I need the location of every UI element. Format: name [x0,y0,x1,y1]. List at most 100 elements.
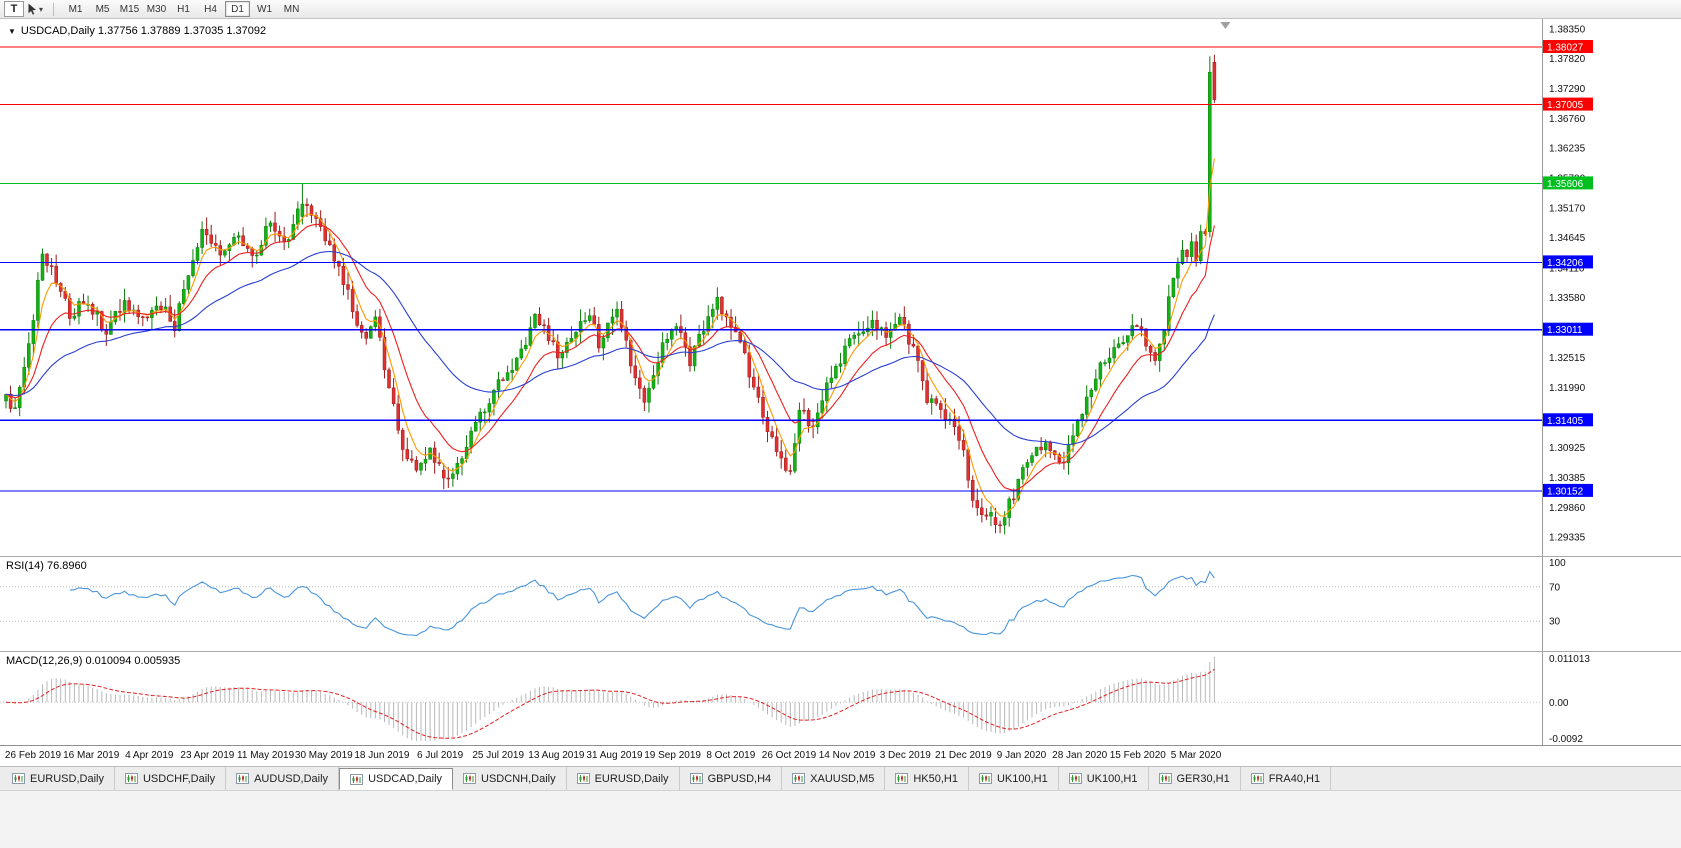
candle-body [122,300,127,313]
candle-body [483,411,487,414]
candle-body [1126,335,1130,343]
candle-body [177,303,182,331]
price-line-label[interactable]: 1.38027 [1543,40,1593,54]
candle-body [40,253,45,281]
candle-body [902,317,907,325]
candle-body [852,334,856,339]
tab-label: USDCNH,Daily [481,772,556,785]
price-line-label[interactable]: 1.30152 [1543,483,1593,498]
candle-body [583,320,587,322]
candle-body [752,376,756,388]
timeframe-button-m5[interactable]: M5 [95,3,110,15]
price-tick-label: 1.33580 [1549,293,1586,304]
chart-tab-icon [1250,773,1264,784]
chart-tab-icon [895,773,909,784]
candle-body [296,208,300,225]
candle-body [989,512,993,517]
candle-body [601,337,606,349]
chart-tab-usdcnh-daily[interactable]: USDCNH,Daily [453,767,567,790]
price-line-label[interactable]: 1.34206 [1543,255,1593,269]
chart-tab-gbpusd-h4[interactable]: GBPUSD,H4 [679,767,783,790]
candle-body [1021,467,1025,480]
collapse-arrow-icon[interactable]: ▼ [8,26,16,36]
rsi-indicator-panel[interactable]: 100 70 30 [0,557,1681,651]
chart-shift-marker[interactable] [1220,22,1231,29]
candle-body [332,244,337,262]
panel-separator[interactable] [0,651,1681,652]
candle-body [355,311,359,326]
main-price-chart[interactable]: 1.383501.378201.372901.367601.362351.357… [0,19,1681,556]
candle-body [369,326,373,339]
chart-tab-ger30-h1[interactable]: GER30,H1 [1148,767,1241,790]
candle-body [578,321,583,333]
cursor-tool-button[interactable]: ▾ [26,1,44,17]
chart-tab-uk100-h1[interactable]: UK100,H1 [968,767,1059,790]
candle-body [1176,263,1180,279]
candle-body [492,389,496,404]
candle-body [1103,362,1107,364]
candle-body [305,203,309,206]
candle-body [1189,241,1194,257]
chart-tab-usdcad-daily[interactable]: USDCAD,Daily [339,768,454,790]
candle-body [350,289,355,312]
chart-tab-eurusd-daily[interactable]: EURUSD,Daily [2,767,115,790]
candle-body [1116,343,1121,348]
candle-body [998,524,1002,527]
candle-body [328,240,332,245]
price-line-label[interactable]: 1.31405 [1543,413,1593,427]
chart-tab-xauusd-m5[interactable]: XAUUSD,M5 [782,767,886,790]
candle-body [957,426,961,441]
candle-body [300,203,305,217]
date-label: 11 May 2019 [237,750,295,761]
chart-tab-audusd-daily[interactable]: AUDUSD,Daily [226,767,340,790]
timeframe-button-h1[interactable]: H1 [177,3,190,15]
chart-toolbar: T ▾ M1 M5 M15 M30 H1 H4 D1 W1 MN [0,0,1681,19]
timeframe-button-d1[interactable]: D1 [225,1,251,17]
candle-body [610,316,615,324]
chart-tab-uk100-h1[interactable]: UK100,H1 [1058,767,1149,790]
macd-indicator-panel[interactable]: 0.011013 0.00 -0.0092 [0,652,1681,745]
candle-body [560,352,565,359]
date-label: 9 Jan 2020 [996,750,1047,761]
timeframe-button-h4[interactable]: H4 [204,3,217,15]
chart-tab-hk50-h1[interactable]: HK50,H1 [885,767,969,790]
candle-body [929,398,934,403]
panel-separator[interactable] [0,556,1681,557]
candle-body [346,284,350,290]
tab-label: UK100,H1 [996,772,1048,785]
time-axis[interactable]: 26 Feb 2019 16 Mar 2019 4 Apr 2019 23 Apr 2… [0,745,1681,766]
timeframe-button-mn[interactable]: MN [283,3,300,15]
timeframe-button-m1[interactable]: M1 [68,3,83,15]
svg-text:1.35606: 1.35606 [1547,179,1584,190]
tab-label: AUDUSD,Daily [254,772,329,785]
tab-label: EURUSD,Daily [30,772,104,785]
tab-label: USDCAD,Daily [368,773,443,785]
date-label: 13 Aug 2019 [528,750,585,761]
price-tick-label: 1.30385 [1549,473,1586,484]
candle-body [63,291,68,299]
tab-label: FRA40,H1 [1268,772,1321,785]
candle-body [524,344,528,350]
timeframe-button-w1[interactable]: W1 [257,3,273,15]
price-tick-label: 1.35170 [1549,204,1586,215]
candle-body [496,379,501,391]
candle-body [793,443,797,472]
candle-body [49,265,54,267]
price-line-label[interactable]: 1.33011 [1543,322,1593,337]
chart-tab-eurusd-daily[interactable]: EURUSD,Daily [566,767,680,790]
candle-body [651,375,656,389]
timeframe-button-m30[interactable]: M30 [146,3,167,15]
price-line-label[interactable]: 1.37005 [1543,97,1593,112]
chart-tab-usdchf-daily[interactable]: USDCHF,Daily [114,767,227,790]
candle-body [592,315,596,325]
chart-ohlc-header: ▼ USDCAD,Daily 1.37756 1.37889 1.37035 1… [8,25,266,37]
candle-body [774,436,779,452]
cursor-icon [28,3,36,15]
timeframe-button-m15[interactable]: M15 [119,3,140,15]
chart-tab-fra40-h1[interactable]: FRA40,H1 [1240,767,1332,790]
candle-body [1089,389,1094,398]
candle-body [54,265,58,284]
text-tool-button[interactable]: T [4,1,24,17]
price-line-label[interactable]: 1.35606 [1543,176,1593,190]
candle-body [943,409,948,420]
